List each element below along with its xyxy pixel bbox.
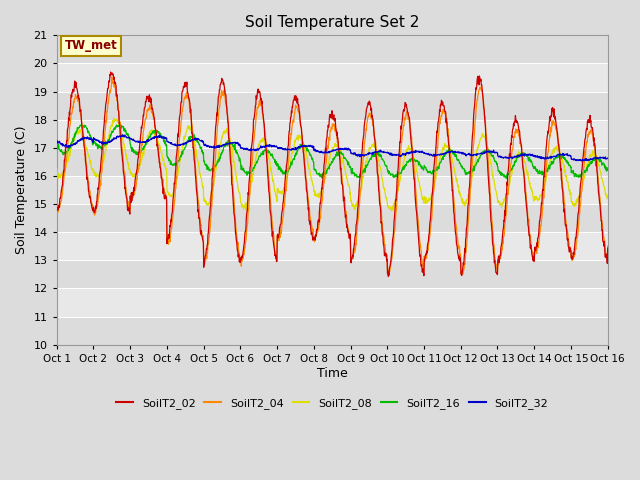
Bar xyxy=(57,288,608,317)
SoilT2_08 xyxy=(490,181,498,187)
SoilT2_16 xyxy=(176,157,184,163)
SoilT2_16 xyxy=(116,121,124,127)
SoilT2_02 xyxy=(176,114,184,120)
SoilT2_02 xyxy=(163,194,170,200)
SoilT2_16 xyxy=(53,141,61,147)
SoilT2_08 xyxy=(110,116,118,121)
SoilT2_02 xyxy=(490,260,498,265)
SoilT2_08 xyxy=(419,197,426,203)
SoilT2_04 xyxy=(237,264,245,269)
SoilT2_04 xyxy=(539,201,547,206)
Line: SoilT2_08: SoilT2_08 xyxy=(57,119,608,211)
Bar xyxy=(57,63,608,92)
SoilT2_08 xyxy=(539,188,547,193)
Bar xyxy=(57,176,608,204)
SoilT2_02 xyxy=(539,188,547,193)
SoilT2_04 xyxy=(385,272,393,277)
SoilT2_04 xyxy=(490,246,498,252)
SoilT2_16 xyxy=(418,164,426,170)
Bar xyxy=(57,260,608,288)
SoilT2_32 xyxy=(418,148,426,154)
SoilT2_32 xyxy=(539,155,547,160)
Y-axis label: Soil Temperature (C): Soil Temperature (C) xyxy=(15,126,28,254)
SoilT2_04 xyxy=(108,74,116,80)
SoilT2_08 xyxy=(176,161,184,167)
Bar xyxy=(57,204,608,232)
SoilT2_04 xyxy=(604,243,612,249)
SoilT2_08 xyxy=(53,166,61,171)
SoilT2_16 xyxy=(163,143,170,149)
SoilT2_08 xyxy=(388,208,396,214)
SoilT2_32 xyxy=(577,158,585,164)
SoilT2_32 xyxy=(604,155,612,161)
Line: SoilT2_02: SoilT2_02 xyxy=(57,72,608,276)
SoilT2_02 xyxy=(53,203,61,209)
SoilT2_32 xyxy=(119,132,127,138)
SoilT2_08 xyxy=(237,200,245,206)
SoilT2_16 xyxy=(604,168,612,173)
SoilT2_16 xyxy=(237,167,245,172)
SoilT2_02 xyxy=(604,245,612,251)
Bar xyxy=(57,232,608,260)
Line: SoilT2_32: SoilT2_32 xyxy=(57,135,608,161)
SoilT2_02 xyxy=(237,257,245,263)
SoilT2_32 xyxy=(237,145,245,151)
SoilT2_16 xyxy=(490,155,498,161)
SoilT2_16 xyxy=(502,176,510,181)
SoilT2_08 xyxy=(604,192,612,198)
SoilT2_02 xyxy=(385,274,392,279)
Legend: SoilT2_02, SoilT2_04, SoilT2_08, SoilT2_16, SoilT2_32: SoilT2_02, SoilT2_04, SoilT2_08, SoilT2_… xyxy=(112,394,552,413)
SoilT2_16 xyxy=(539,169,547,175)
X-axis label: Time: Time xyxy=(317,367,348,380)
Bar xyxy=(57,92,608,120)
SoilT2_32 xyxy=(176,142,184,148)
SoilT2_04 xyxy=(176,134,184,140)
SoilT2_04 xyxy=(163,193,170,199)
SoilT2_08 xyxy=(163,167,170,172)
Line: SoilT2_04: SoilT2_04 xyxy=(57,77,608,275)
Bar xyxy=(57,148,608,176)
SoilT2_04 xyxy=(419,262,426,268)
Line: SoilT2_16: SoilT2_16 xyxy=(57,124,608,179)
SoilT2_32 xyxy=(163,135,170,141)
SoilT2_02 xyxy=(419,269,426,275)
SoilT2_02 xyxy=(107,69,115,75)
SoilT2_32 xyxy=(53,138,61,144)
Bar xyxy=(57,317,608,345)
SoilT2_32 xyxy=(490,149,498,155)
Bar xyxy=(57,120,608,148)
SoilT2_04 xyxy=(53,211,61,217)
Title: Soil Temperature Set 2: Soil Temperature Set 2 xyxy=(245,15,419,30)
Bar xyxy=(57,36,608,63)
Text: TW_met: TW_met xyxy=(65,39,118,52)
